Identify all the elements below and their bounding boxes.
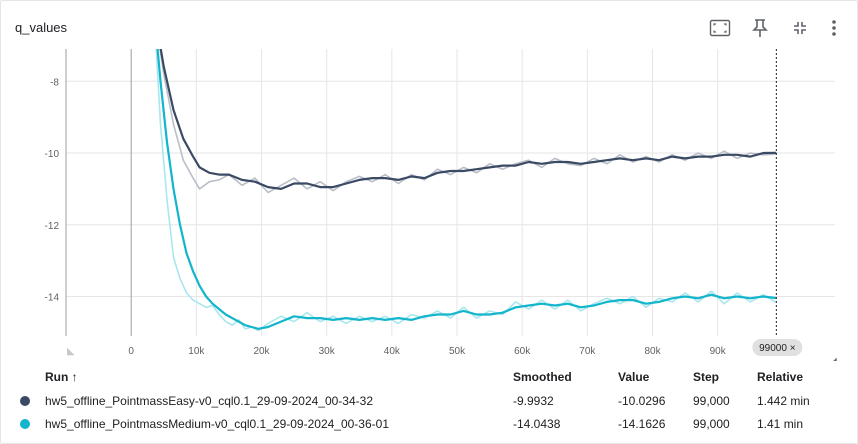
y-tick-label: -12 <box>45 221 60 232</box>
x-tick-label: 90k <box>710 346 727 357</box>
y-tick-labels: -8 -10 -12 -14 <box>45 77 60 303</box>
y-tick-label: -10 <box>45 149 60 160</box>
smoothed-value: -14.0438 <box>513 417 561 431</box>
series-smoothed-line-0[interactable] <box>154 41 777 190</box>
step-value: 99,000 <box>693 394 730 408</box>
y-tick-label: -14 <box>45 293 60 304</box>
x-tick-label: 0 <box>128 346 134 357</box>
relative-time: 1.442 min <box>757 394 810 408</box>
collapse-icon <box>794 22 806 34</box>
x-tick-label: 80k <box>644 346 661 357</box>
axes <box>65 49 132 336</box>
table-row[interactable]: hw5_offline_PointmassEasy-v0_cql0.1_29-0… <box>1 391 858 411</box>
x-tick-label: 20k <box>253 346 270 357</box>
x-scroll-left-arrow[interactable]: ◣ <box>67 346 75 357</box>
chart-title: q_values <box>15 20 68 35</box>
run-color-dot <box>20 396 30 406</box>
run-color-dot <box>20 419 30 429</box>
more-vert-icon <box>832 20 836 36</box>
x-tick-label: 40k <box>384 346 401 357</box>
x-tick-label: 70k <box>579 346 596 357</box>
x-tick-label: 60k <box>514 346 531 357</box>
y-tick-label: -8 <box>50 77 59 88</box>
step-column-header[interactable]: Step <box>693 370 720 384</box>
table-row[interactable]: hw5_offline_PointmassMedium-v0_cql0.1_29… <box>1 414 858 434</box>
gridlines <box>66 49 835 336</box>
cursor-badge-label: 99000 × <box>759 343 796 354</box>
cursor-badge[interactable] <box>752 339 803 356</box>
more-options-button[interactable] <box>825 15 843 41</box>
relative-time: 1.41 min <box>757 417 804 431</box>
smoothed-value: -9.9932 <box>513 394 554 408</box>
x-tick-label: 30k <box>319 346 336 357</box>
pin-icon <box>752 19 768 37</box>
smoothed-column-header[interactable]: Smoothed <box>513 370 572 384</box>
card-toolbar <box>705 15 843 41</box>
pin-button[interactable] <box>745 15 775 41</box>
step-cursor[interactable]: 99000 × <box>752 49 803 356</box>
table-header-row: Run ↑ Smoothed Value Step Relative <box>1 367 858 387</box>
x-tick-label: 50k <box>449 346 466 357</box>
series-smoothed-line-1[interactable] <box>154 41 777 330</box>
run-name: hw5_offline_PointmassEasy-v0_cql0.1_29-0… <box>45 394 373 408</box>
raw-value: -10.0296 <box>618 394 666 408</box>
value-column-header[interactable]: Value <box>618 370 650 384</box>
fit-domain-icon <box>709 19 731 37</box>
step-value: 99,000 <box>693 417 730 431</box>
series-raw-line-1 <box>155 49 777 332</box>
collapse-button[interactable] <box>785 15 815 41</box>
raw-value: -14.1626 <box>618 417 666 431</box>
fit-domain-button[interactable] <box>705 15 735 41</box>
x-tick-labels: 0 10k 20k 30k 40k 50k 60k 70k 80k 90k <box>128 346 726 357</box>
run-name: hw5_offline_PointmassMedium-v0_cql0.1_29… <box>45 417 389 431</box>
x-scroll-right-arrow[interactable]: ◢ <box>829 356 837 361</box>
run-column-header[interactable]: Run ↑ <box>45 370 78 384</box>
x-tick-label: 10k <box>188 346 205 357</box>
relative-column-header[interactable]: Relative <box>757 370 804 384</box>
line-chart[interactable]: 0 10k 20k 30k 40k 50k 60k 70k 80k 90k -8 -10 -12 -14… <box>1 41 858 361</box>
